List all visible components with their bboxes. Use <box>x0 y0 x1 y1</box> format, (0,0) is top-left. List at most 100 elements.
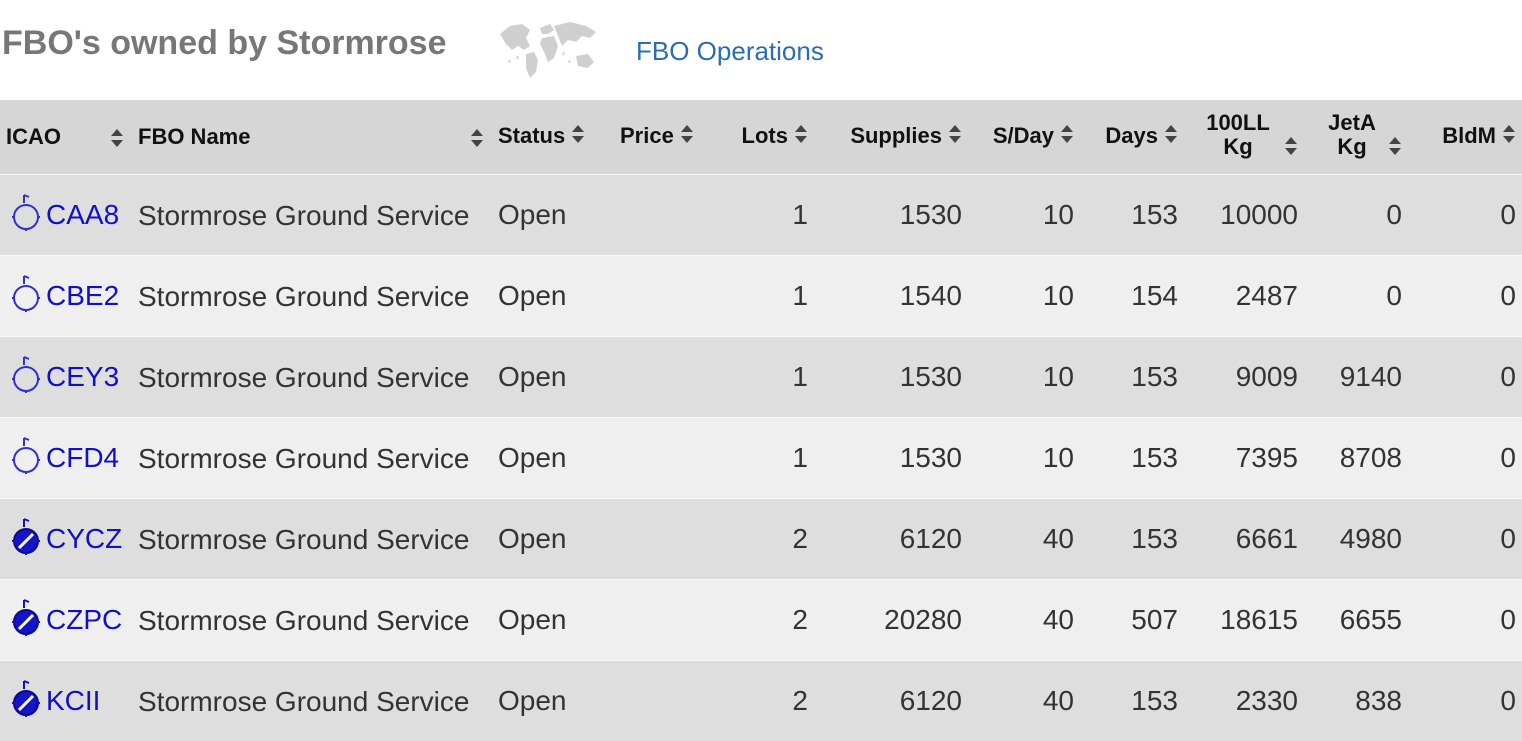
airport-filled-icon <box>10 680 46 717</box>
col-header-price[interactable]: Price <box>614 100 714 175</box>
ll100-cell: 9009 <box>1184 336 1304 418</box>
icao-link[interactable]: CYCZ <box>46 523 123 554</box>
sday-cell: 10 <box>968 174 1080 256</box>
jeta-cell: 0 <box>1304 174 1408 256</box>
page-header: FBO's owned by Stormrose FBO Operations <box>0 0 1522 100</box>
icao-link[interactable]: CFD4 <box>46 442 120 473</box>
col-header-100ll-kg[interactable]: 100LL Kg <box>1184 100 1304 175</box>
fbo-name-cell: Stormrose Ground Service <box>132 336 492 418</box>
sday-cell: 10 <box>968 417 1080 499</box>
icao-link[interactable]: CEY3 <box>46 361 120 392</box>
page-title: FBO's owned by Stormrose <box>2 24 447 62</box>
sort-icon[interactable] <box>571 123 585 151</box>
ll100-cell: 2330 <box>1184 660 1304 741</box>
status-cell: Open <box>492 579 614 661</box>
table-row: KCII Stormrose Ground Service Open 2 6120 40 1… <box>0 660 1522 741</box>
sday-cell: 10 <box>968 336 1080 418</box>
fbo-operations-link[interactable]: FBO Operations <box>636 36 824 66</box>
icao-cell: CFD4 <box>0 417 132 499</box>
lots-cell: 2 <box>714 660 814 741</box>
days-cell: 154 <box>1080 255 1184 337</box>
status-cell: Open <box>492 336 614 418</box>
icao-cell: CBE2 <box>0 255 132 337</box>
col-header-lots[interactable]: Lots <box>714 100 814 175</box>
col-header-bldm[interactable]: BldM <box>1408 100 1522 175</box>
price-cell <box>614 336 714 418</box>
col-header-jeta-kg[interactable]: JetA Kg <box>1304 100 1408 175</box>
sday-cell: 40 <box>968 579 1080 661</box>
icao-cell: CZPC <box>0 579 132 661</box>
fbo-name-cell: Stormrose Ground Service <box>132 255 492 337</box>
fbo-name-text: Stormrose Ground Service <box>138 199 470 231</box>
sday-cell: 40 <box>968 660 1080 741</box>
table-row: CZPC Stormrose Ground Service Open 2 20280 40… <box>0 579 1522 661</box>
table-row: CAA8 Stormrose Ground Service Open 1 1530 10 1… <box>0 174 1522 256</box>
airport-outline-icon <box>10 275 46 312</box>
airport-filled-icon <box>10 518 46 555</box>
ll100-cell: 7395 <box>1184 417 1304 499</box>
supplies-cell: 1530 <box>814 336 968 418</box>
airport-outline-icon <box>10 356 46 393</box>
airport-outline-icon <box>10 437 46 474</box>
ll100-cell: 2487 <box>1184 255 1304 337</box>
table-row: CYCZ Stormrose Ground Service Open 2 6120 40 1… <box>0 498 1522 580</box>
fbo-name-text: Stormrose Ground Service <box>138 685 470 717</box>
col-header-supplies[interactable]: Supplies <box>814 100 968 175</box>
bldm-cell: 0 <box>1408 660 1522 741</box>
sort-icon[interactable] <box>1502 123 1516 151</box>
bldm-cell: 0 <box>1408 417 1522 499</box>
col-header-fbo-name[interactable]: FBO Name <box>132 100 492 175</box>
fbo-table: ICAO FBO Name Status Price Lots Supplies… <box>0 100 1522 741</box>
sort-icon[interactable] <box>794 123 808 151</box>
status-cell: Open <box>492 498 614 580</box>
jeta-cell: 8708 <box>1304 417 1408 499</box>
fbo-name-cell: Stormrose Ground Service <box>132 579 492 661</box>
jeta-cell: 0 <box>1304 255 1408 337</box>
fbo-name-cell: Stormrose Ground Service <box>132 498 492 580</box>
days-cell: 153 <box>1080 336 1184 418</box>
bldm-cell: 0 <box>1408 255 1522 337</box>
status-cell: Open <box>492 174 614 256</box>
col-header-icao[interactable]: ICAO <box>0 100 132 175</box>
days-cell: 507 <box>1080 579 1184 661</box>
icao-link[interactable]: CBE2 <box>46 280 120 311</box>
lots-cell: 1 <box>714 255 814 337</box>
col-header-sday[interactable]: S/Day <box>968 100 1080 175</box>
bldm-cell: 0 <box>1408 336 1522 418</box>
ll100-cell: 6661 <box>1184 498 1304 580</box>
fbo-name-cell: Stormrose Ground Service <box>132 417 492 499</box>
lots-cell: 2 <box>714 498 814 580</box>
icao-cell: CAA8 <box>0 174 132 256</box>
jeta-cell: 9140 <box>1304 336 1408 418</box>
lots-cell: 1 <box>714 417 814 499</box>
status-cell: Open <box>492 417 614 499</box>
jeta-cell: 4980 <box>1304 498 1408 580</box>
icao-cell: CEY3 <box>0 336 132 418</box>
sort-icon[interactable] <box>110 127 124 155</box>
icao-link[interactable]: CZPC <box>46 604 123 635</box>
status-cell: Open <box>492 660 614 741</box>
world-map-icon <box>496 16 600 87</box>
sort-icon[interactable] <box>680 123 694 151</box>
price-cell <box>614 417 714 499</box>
sort-icon[interactable] <box>1284 135 1298 163</box>
icao-cell: KCII <box>0 660 132 741</box>
icao-link[interactable]: KCII <box>46 685 101 716</box>
sday-cell: 40 <box>968 498 1080 580</box>
jeta-cell: 6655 <box>1304 579 1408 661</box>
col-header-days[interactable]: Days <box>1080 100 1184 175</box>
ll100-cell: 18615 <box>1184 579 1304 661</box>
price-cell <box>614 579 714 661</box>
col-header-status[interactable]: Status <box>492 100 614 175</box>
sort-icon[interactable] <box>1164 123 1178 151</box>
sort-icon[interactable] <box>1388 135 1402 163</box>
sort-icon[interactable] <box>1060 123 1074 151</box>
price-cell <box>614 255 714 337</box>
lots-cell: 2 <box>714 579 814 661</box>
sort-icon[interactable] <box>948 123 962 151</box>
fbo-name-text: Stormrose Ground Service <box>138 442 470 474</box>
sort-icon[interactable] <box>470 127 484 155</box>
fbo-name-text: Stormrose Ground Service <box>138 280 470 312</box>
airport-filled-icon <box>10 599 46 636</box>
icao-link[interactable]: CAA8 <box>46 199 120 230</box>
